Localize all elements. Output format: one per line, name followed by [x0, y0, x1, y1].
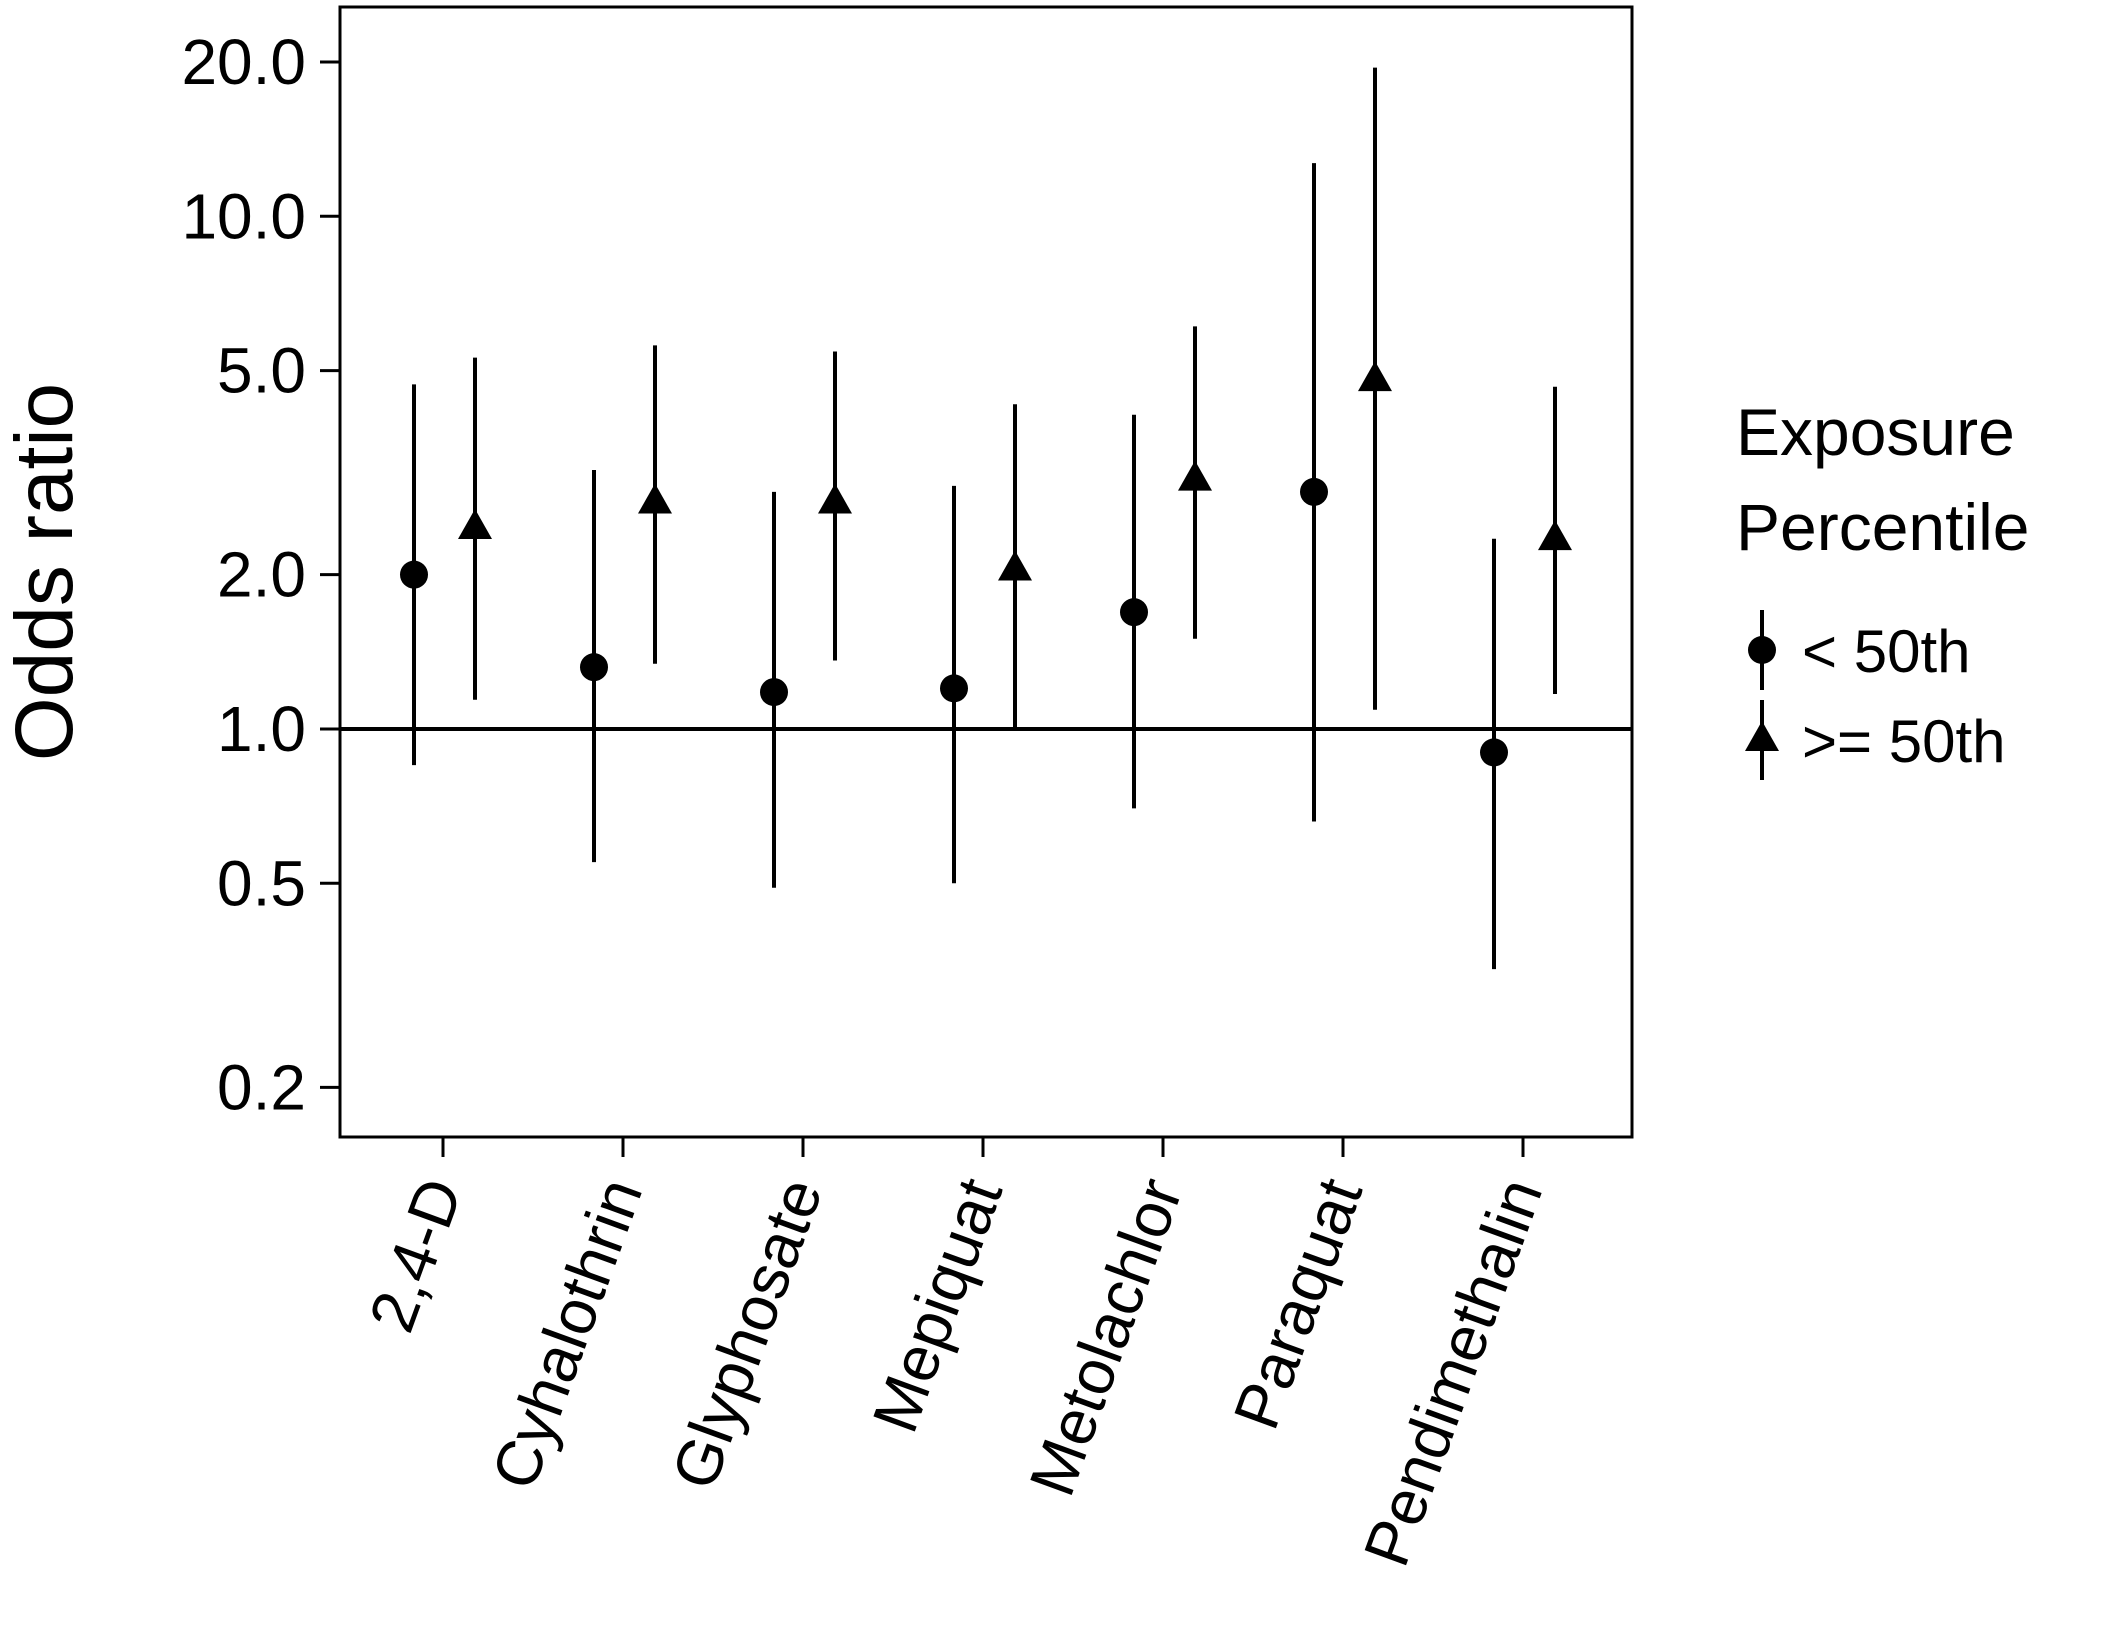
point-triangle [458, 509, 492, 540]
point-triangle [638, 483, 672, 514]
point-circle [760, 678, 788, 707]
x-tick-label: Glyphosate [658, 1169, 836, 1498]
x-tick-label: 2,4-D [355, 1169, 476, 1341]
point-triangle [998, 550, 1032, 581]
y-tick-label: 20.0 [181, 26, 306, 98]
legend-label: < 50th [1802, 618, 1971, 685]
legend: Exposure Percentile < 50th >= 50th [1736, 395, 2030, 780]
point-triangle [1538, 520, 1572, 551]
y-tick-label: 10.0 [181, 180, 306, 252]
legend-key-circle [1748, 636, 1776, 664]
legend-title-line-2: Percentile [1736, 490, 2030, 564]
point-triangle [818, 483, 852, 514]
y-tick-label: 0.2 [217, 1051, 306, 1123]
y-tick-label: 1.0 [217, 693, 306, 765]
point-circle [580, 653, 608, 682]
x-tick-label: Paraquat [1220, 1169, 1377, 1438]
point-circle [400, 560, 428, 589]
plot-marks [400, 67, 1572, 970]
legend-items: < 50th >= 50th [1745, 610, 2006, 780]
x-tick-label: Cyhalothrin [478, 1169, 656, 1498]
x-tick-label: Pendimethalin [1350, 1169, 1556, 1575]
y-axis: 0.2 0.5 1.0 2.0 5.0 10.0 20.0 [181, 26, 340, 1123]
point-triangle [1358, 361, 1392, 392]
x-tick-label: Metolachlor [1015, 1169, 1196, 1504]
y-axis-title: Odds ratio [0, 383, 90, 761]
point-circle [1300, 477, 1328, 506]
legend-label: >= 50th [1802, 708, 2006, 775]
plot-frame [338, 5, 1634, 1139]
y-tick-label: 5.0 [217, 335, 306, 407]
x-axis: 2,4-D Cyhalothrin Glyphosate Mepiquat Metola… [355, 1137, 1556, 1575]
point-circle [1120, 598, 1148, 627]
y-tick-label: 0.5 [217, 847, 306, 919]
legend-title-line-1: Exposure [1736, 395, 2015, 469]
point-triangle [1178, 460, 1212, 491]
point-circle [940, 674, 968, 703]
legend-key-triangle [1745, 721, 1779, 751]
point-circle [1480, 738, 1508, 767]
x-tick-label: Mepiquat [858, 1169, 1016, 1441]
y-tick-label: 2.0 [217, 539, 306, 611]
